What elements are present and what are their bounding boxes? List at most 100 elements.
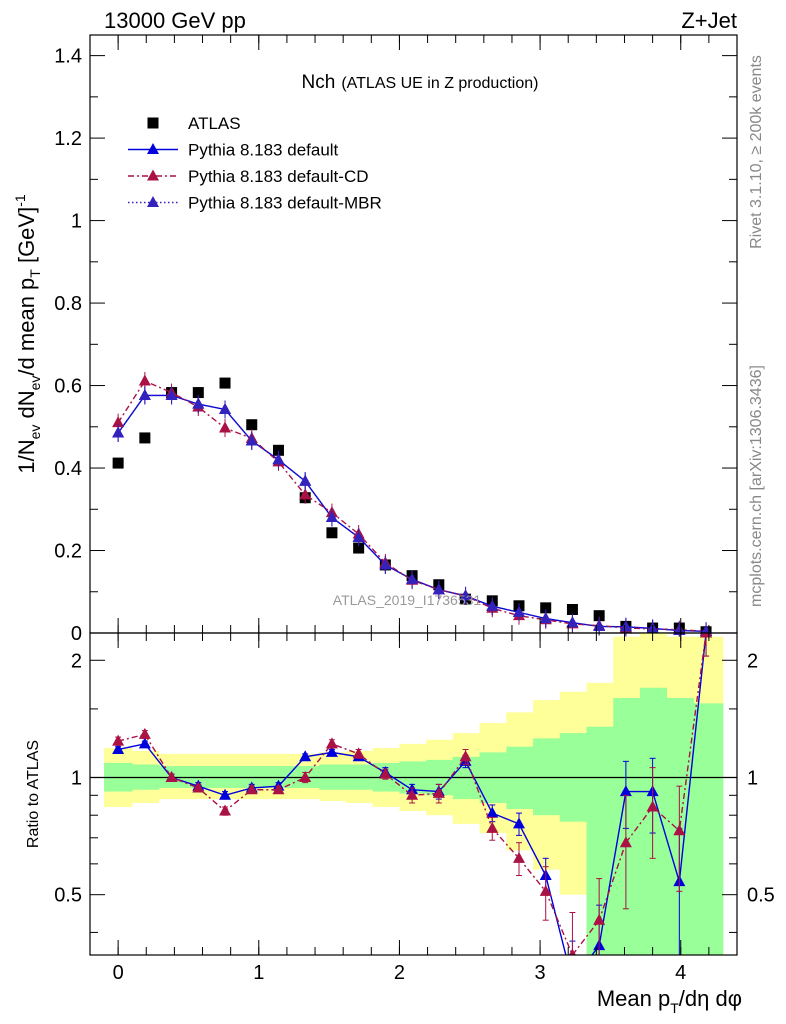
main-y-axis-label: 1/Nev dNev/d mean pT [GeV]-1 (12, 194, 43, 474)
main-point-pythia-8-183-default-mbr (325, 511, 338, 523)
main-point-atlas (566, 603, 578, 615)
ratio-point-pythia-8-183-default (512, 817, 525, 829)
main-ytick-label: 1.4 (54, 46, 82, 68)
main-point-atlas (139, 432, 151, 444)
ratio-point-pythia-8-183-default-cd (165, 770, 178, 782)
ratio-point-pythia-8-183-default (219, 788, 232, 800)
ratio-ytick-label-right: 1 (747, 767, 758, 789)
ratio-band-1sigma (639, 687, 668, 955)
legend: ATLAS Pythia 8.183 default Pythia 8.183 de… (128, 114, 382, 213)
header-left: 13000 GeV pp (104, 8, 246, 33)
ratio-line-pythia-8-183-default-cd (117, 633, 707, 955)
main-point-atlas (326, 527, 338, 539)
ratio-point-pythia-8-183-default-cd (486, 821, 499, 833)
ratio-band-1sigma (693, 703, 724, 955)
main-point-pythia-8-183-default-mbr (245, 434, 258, 446)
main-point-pythia-8-183-default-cd (138, 374, 151, 386)
ratio-point-pythia-8-183-default-cd (325, 737, 338, 749)
ratio-xtick-label: 3 (535, 962, 546, 984)
ratio-point-pythia-8-183-default (486, 806, 499, 818)
main-point-pythia-8-183-default-cd (112, 416, 125, 428)
legend-marker-pythia-8-183-default-cd (147, 169, 159, 181)
main-ytick-label: 0.8 (54, 293, 82, 315)
analysis-watermark: ATLAS_2019_I1736531 (333, 592, 482, 608)
main-point-pythia-8-183-default-mbr (112, 426, 125, 438)
ratio-point-pythia-8-183-default-cd (646, 800, 659, 812)
ratio-point-pythia-8-183-default-cd (299, 770, 312, 782)
ratio-point-pythia-8-183-default (299, 750, 312, 762)
main-point-pythia-8-183-default-mbr (459, 589, 472, 601)
main-point-atlas (272, 444, 284, 456)
main-point-pythia-8-183-default-mbr (619, 620, 632, 632)
main-point-atlas (219, 377, 231, 389)
ratio-point-pythia-8-183-default-cd (138, 727, 151, 739)
ratio-point-pythia-8-183-default-cd (593, 913, 606, 925)
ratio-point-pythia-8-183-default-cd (379, 767, 392, 779)
ratio-ytick-label: 2 (71, 650, 82, 672)
main-point-pythia-8-183-default-cd (219, 421, 232, 433)
ratio-point-pythia-8-183-default-cd (568, 948, 576, 955)
ratio-point-pythia-8-183-default-cd (673, 824, 686, 836)
ratio-point-pythia-8-183-default-cd (539, 884, 552, 896)
main-plot-area (112, 372, 713, 641)
main-ytick-label: 0 (71, 623, 82, 645)
legend-marker-pythia-8-183-default (147, 143, 159, 154)
ratio-ytick-label-right: 2 (747, 650, 758, 672)
ratio-panel: 0.5 0.5 1 1 2 2 0 1 2 3 4 Ratio to ATLAS Mean pT/d… (25, 632, 775, 1016)
ratio-ytick-label: 0.5 (54, 885, 82, 907)
ratio-xtick-label: 4 (675, 962, 686, 984)
ratio-point-pythia-8-183-default-cd (219, 804, 232, 816)
legend-marker-pythia-8-183-default-mbr (147, 196, 159, 207)
main-point-atlas (593, 610, 605, 622)
ratio-point-pythia-8-183-default-cd (619, 836, 632, 848)
ratio-point-pythia-8-183-default (138, 737, 151, 749)
ratio-xtick-label: 2 (394, 962, 405, 984)
main-axis-ticks: 0 0.2 0.4 0.6 0.8 1 1.2 1.4 (54, 35, 737, 645)
ratio-band-1sigma (613, 698, 641, 955)
legend-label-pythia-8-183-default-mbr: Pythia 8.183 default-MBR (188, 194, 382, 213)
ratio-axis-ticks: 0.5 0.5 1 1 2 2 0 1 2 3 4 (54, 633, 775, 984)
ratio-ytick-label: 1 (71, 767, 82, 789)
ratio-point-pythia-8-183-default-cd (245, 783, 258, 795)
main-point-pythia-8-183-default-mbr (512, 605, 525, 617)
ratio-point-pythia-8-183-default-cd (512, 851, 525, 863)
main-point-atlas (192, 387, 204, 399)
legend-label-pythia-8-183-default-cd: Pythia 8.183 default-CD (188, 167, 369, 186)
ratio-point-pythia-8-183-default-cd (406, 788, 419, 800)
ratio-point-pythia-8-183-default-cd (432, 786, 445, 798)
plot-title-main: Nch (302, 72, 336, 93)
main-point-pythia-8-183-default-mbr (379, 558, 392, 570)
ratio-xtick-label: 1 (253, 962, 264, 984)
main-point-pythia-8-183-default-mbr (406, 572, 419, 584)
main-point-atlas (112, 457, 124, 469)
ratio-point-pythia-8-183-default-cd (459, 750, 472, 762)
main-point-atlas (246, 419, 258, 431)
ratio-band-1sigma (533, 738, 561, 816)
main-point-pythia-8-183-default-mbr (219, 402, 232, 414)
main-point-pythia-8-183-default-mbr (566, 616, 579, 628)
main-panel: 0 0.2 0.4 0.6 0.8 1 1.2 1.4 Nch (ATLAS UE in Z p… (12, 34, 738, 645)
main-point-atlas (353, 542, 365, 554)
main-point-pythia-8-183-default-cd (299, 488, 312, 500)
main-point-pythia-8-183-default-mbr (165, 388, 178, 400)
main-point-pythia-8-183-default-mbr (673, 624, 686, 636)
x-axis-label: Mean pT/dη dφ (597, 986, 742, 1016)
main-ytick-label: 1 (71, 211, 82, 233)
plot-title-sub: (ATLAS UE in Z production) (341, 75, 538, 92)
ratio-point-pythia-8-183-default-cd (352, 747, 365, 759)
main-ytick-label: 0.2 (54, 541, 82, 563)
ratio-point-pythia-8-183-default (566, 975, 578, 986)
main-point-atlas (540, 602, 552, 614)
main-point-pythia-8-183-default-mbr (192, 397, 205, 409)
mcplots-label: mcplots.cern.ch [arXiv:1306.3436] (748, 365, 765, 607)
main-point-pythia-8-183-default-mbr (299, 474, 312, 486)
main-point-pythia-8-183-default-mbr (272, 453, 285, 465)
ratio-xtick-label: 0 (113, 962, 124, 984)
ratio-frame (89, 632, 738, 956)
main-point-pythia-8-183-default-mbr (352, 530, 365, 542)
main-ytick-label: 0.4 (54, 458, 82, 480)
main-point-pythia-8-183-default-mbr (138, 388, 151, 400)
main-ytick-label: 0.6 (54, 376, 82, 398)
main-ytick-label: 1.2 (54, 128, 82, 150)
